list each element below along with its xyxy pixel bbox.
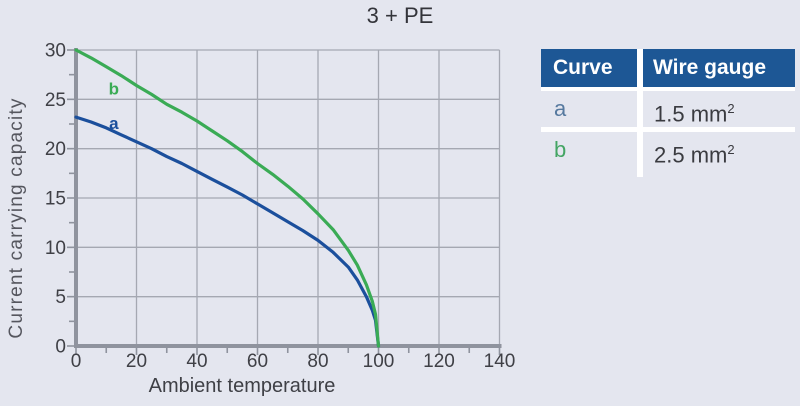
curve-label-a: a	[109, 114, 119, 133]
x-tick-label: 60	[247, 351, 268, 372]
gauge-b-superscript: 2	[727, 142, 735, 157]
gauge-b-text: 2.5 mm	[654, 142, 728, 168]
legend-row-b: b 2.5 mm2	[541, 132, 795, 168]
x-tick-label: 80	[307, 351, 328, 372]
x-tick-label: 120	[423, 351, 455, 372]
curve-b	[74, 48, 381, 348]
legend-tail-spacer	[643, 168, 795, 177]
legend-row-a: a 1.5 mm2	[541, 91, 795, 127]
x-axis-title: Ambient temperature	[149, 375, 336, 397]
legend-row-separator	[541, 127, 795, 132]
legend-divider-tail	[541, 168, 795, 177]
x-tick-label: 140	[484, 351, 516, 372]
legend-column-divider	[637, 91, 643, 127]
y-axis-title: Current carrying capacity	[6, 97, 27, 338]
legend-header-separator	[541, 87, 795, 91]
curve-label-b: b	[109, 79, 119, 98]
legend-gauge-a-value: 1.5 mm2	[643, 91, 795, 127]
legend-column-divider	[637, 168, 643, 177]
curve-a	[74, 115, 381, 348]
y-tick-label: 25	[45, 90, 66, 111]
chart-title: 3 + PE	[366, 3, 434, 28]
y-tick-label: 20	[45, 139, 66, 160]
y-tick-label: 0	[55, 337, 66, 358]
legend-gauge-b-value: 2.5 mm2	[643, 132, 795, 168]
legend-header-row: Curve Wire gauge	[541, 49, 795, 87]
x-tick-label: 0	[71, 351, 82, 372]
legend-curve-b-label: b	[554, 137, 567, 162]
x-tick-label: 20	[126, 351, 147, 372]
gauge-a-text: 1.5 mm	[654, 101, 728, 127]
legend-tail-spacer	[541, 168, 637, 177]
legend-curve-a-label: a	[554, 96, 567, 121]
legend-header-curve: Curve	[541, 49, 637, 87]
x-tick-label: 40	[186, 351, 207, 372]
legend-column-divider	[637, 132, 643, 168]
legend-header-wire-gauge: Wire gauge	[643, 49, 795, 87]
y-tick-label: 15	[45, 189, 66, 210]
y-tick-label: 10	[45, 238, 66, 259]
y-tick-label: 5	[55, 287, 66, 308]
legend-column-divider	[637, 49, 643, 87]
gauge-a-superscript: 2	[727, 101, 735, 116]
y-tick-label: 30	[45, 41, 66, 62]
x-tick-label: 100	[363, 351, 395, 372]
legend-table: Curve Wire gauge a 1.5 mm2 b 2.5 mm2	[541, 49, 795, 177]
